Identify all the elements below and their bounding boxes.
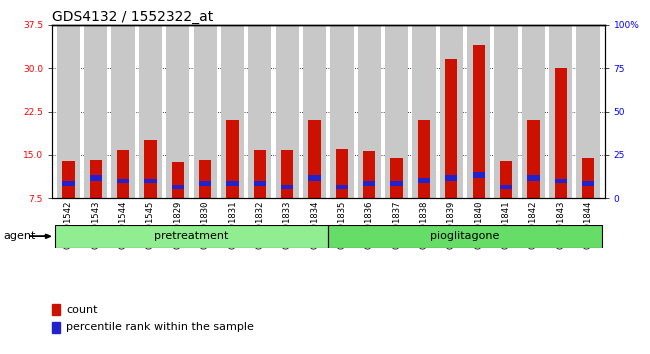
Bar: [473, 172, 485, 178]
Bar: [221, 25, 244, 198]
Text: agent: agent: [3, 231, 36, 241]
Bar: [495, 25, 517, 198]
Bar: [582, 158, 594, 198]
Bar: [172, 185, 184, 189]
Bar: [363, 182, 376, 186]
Bar: [308, 175, 320, 181]
Bar: [57, 25, 80, 198]
Bar: [336, 149, 348, 198]
Text: count: count: [66, 305, 98, 315]
Bar: [577, 25, 600, 198]
Bar: [226, 120, 239, 198]
Bar: [467, 25, 490, 198]
Bar: [281, 185, 293, 189]
Bar: [254, 182, 266, 186]
Bar: [554, 178, 567, 183]
Bar: [303, 25, 326, 198]
Bar: [172, 162, 184, 198]
Bar: [554, 68, 567, 198]
Text: percentile rank within the sample: percentile rank within the sample: [66, 322, 254, 332]
Bar: [144, 141, 157, 198]
Bar: [144, 178, 157, 183]
Bar: [527, 175, 540, 181]
Bar: [328, 225, 602, 248]
Bar: [439, 25, 463, 198]
Bar: [226, 182, 239, 186]
Bar: [62, 182, 75, 186]
Bar: [418, 120, 430, 198]
Bar: [328, 225, 602, 248]
Bar: [254, 150, 266, 198]
Text: GDS4132 / 1552322_at: GDS4132 / 1552322_at: [52, 10, 213, 24]
Bar: [276, 25, 299, 198]
Bar: [55, 225, 328, 248]
Bar: [117, 178, 129, 183]
Bar: [90, 160, 102, 198]
Text: pretreatment: pretreatment: [154, 231, 229, 241]
Bar: [117, 150, 129, 198]
Bar: [418, 178, 430, 183]
Bar: [445, 175, 458, 181]
Bar: [582, 182, 594, 186]
Bar: [549, 25, 573, 198]
Bar: [139, 25, 162, 198]
Bar: [199, 160, 211, 198]
Bar: [412, 25, 436, 198]
Bar: [166, 25, 189, 198]
Text: pioglitagone: pioglitagone: [430, 231, 500, 241]
Bar: [90, 175, 102, 181]
Bar: [281, 150, 293, 198]
Bar: [55, 225, 328, 248]
Bar: [445, 59, 458, 198]
Bar: [248, 25, 272, 198]
Bar: [112, 25, 135, 198]
Bar: [84, 25, 107, 198]
Bar: [391, 158, 403, 198]
Bar: [385, 25, 408, 198]
Bar: [500, 161, 512, 198]
Bar: [62, 161, 75, 198]
Bar: [330, 25, 354, 198]
Bar: [194, 25, 217, 198]
Bar: [199, 182, 211, 186]
Bar: [391, 182, 403, 186]
Bar: [336, 185, 348, 189]
Bar: [473, 45, 485, 198]
Bar: [308, 120, 320, 198]
Bar: [522, 25, 545, 198]
Bar: [500, 185, 512, 189]
Bar: [363, 151, 376, 198]
Bar: [358, 25, 381, 198]
Bar: [527, 120, 540, 198]
